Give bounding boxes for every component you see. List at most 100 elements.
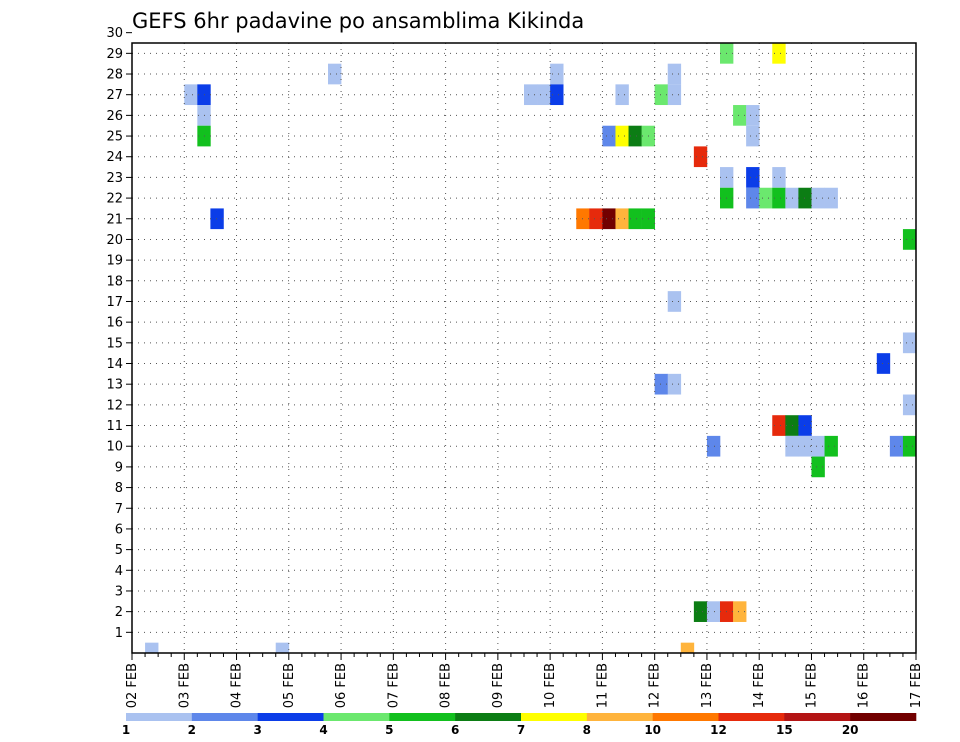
y-tick-label: 18 [106,274,123,289]
x-tick-label: 16 FEB [857,663,872,708]
heatmap-cell [811,456,825,478]
heatmap-cell [824,435,838,457]
legend-label: 6 [451,723,459,737]
heatmap-cell [589,208,603,230]
y-tick-label: 30 [106,26,123,41]
y-tick-label: 5 [115,543,123,558]
heatmap-cell [798,415,812,436]
x-tick-label: 14 FEB [752,663,767,708]
plot-grid [132,43,916,653]
legend-swatch [652,713,719,721]
legend-swatch [586,713,653,721]
heatmap-cell [550,84,564,106]
legend-label: 8 [583,723,591,737]
heatmap-cell [746,187,760,209]
heatmap-cell [667,63,682,85]
heatmap-cell [798,187,812,209]
heatmap-cell [145,642,159,653]
heatmap-cell [772,43,786,64]
x-tick-label: 17 FEB [909,663,924,708]
legend-label: 2 [188,723,196,737]
heatmap-cell [537,84,551,106]
heatmap-cell [746,125,760,147]
y-tick-label: 1 [115,626,123,641]
legend: 1 2 3 4 5 6 7 8 10 12 15 20 [122,713,917,737]
heatmap-cell [615,84,629,106]
heatmap-cell [628,125,642,147]
heatmap-cell [602,208,616,230]
y-tick-label: 16 [106,316,123,331]
x-tick-label: 08 FEB [439,663,454,708]
y-tick-label: 26 [106,109,123,124]
heatmap-cell [746,167,760,188]
legend-swatch [126,713,193,721]
y-tick-label: 29 [106,47,123,62]
legend-swatch [521,713,588,721]
y-tick-label: 4 [115,564,123,579]
x-tick-label: 02 FEB [125,663,140,708]
legend-label: 5 [385,723,393,737]
legend-label: 7 [517,723,525,737]
heatmap-cell [772,167,786,188]
y-axis: 1234567891011121314151617181920212223242… [106,26,132,641]
legend-swatch [784,713,851,721]
y-tick-label: 17 [106,295,123,310]
legend-label: 1 [122,723,130,737]
y-tick-label: 12 [106,398,123,413]
heatmap-cell [889,435,904,457]
y-tick-label: 21 [106,212,123,227]
y-tick-label: 7 [115,502,123,517]
legend-swatch [455,713,522,721]
x-tick-label: 09 FEB [491,663,506,708]
x-tick-label: 15 FEB [804,663,819,708]
heatmap-cell [733,601,747,622]
legend-label: 20 [842,723,859,737]
y-tick-label: 27 [106,88,123,103]
legend-label: 10 [644,723,661,737]
heatmap-cell [902,332,917,354]
heatmap-cell [811,435,825,457]
heatmap-cell [550,63,564,85]
x-tick-label: 10 FEB [543,663,558,708]
legend-swatch [323,713,390,721]
heatmap-cell [706,601,721,622]
heatmap-cell [628,208,642,230]
heatmap-cell [811,187,825,209]
y-tick-label: 24 [106,150,123,165]
x-tick-label: 03 FEB [177,663,192,708]
heatmap-cell [772,415,786,436]
legend-swatch [850,713,917,721]
y-tick-label: 22 [106,192,123,207]
y-tick-label: 20 [106,233,123,248]
x-tick-label: 06 FEB [334,663,349,708]
y-tick-label: 28 [106,68,123,83]
heatmap-cell [902,435,917,457]
heatmap-cell [824,187,838,209]
legend-label: 15 [776,723,793,737]
heatmap-cell [667,373,682,395]
chart-title: GEFS 6hr padavine po ansamblima Kikinda [132,9,584,33]
heatmap-cell [667,291,682,312]
legend-label: 4 [319,723,327,737]
x-tick-label: 04 FEB [230,663,245,708]
heatmap-cell [667,84,682,106]
x-tick-label: 07 FEB [386,663,401,708]
legend-label: 3 [253,723,261,737]
heatmap-cell [693,601,708,622]
x-axis: 02 FEB 03 FEB 04 FEB 05 FEB 06 FEB 07 FEB 08 F… [125,653,924,708]
heatmap-cell [615,125,629,147]
heatmap-cell [328,63,342,85]
heatmap-cell [876,353,891,374]
y-tick-label: 23 [106,171,123,186]
y-tick-label: 14 [106,357,123,372]
heatmap-cell [654,373,669,395]
plot-cells [145,43,917,653]
heatmap-cell [602,125,616,147]
heatmap-cell [759,187,773,209]
legend-swatch [191,713,258,721]
heatmap-cell [615,208,629,230]
heatmap-cell [902,229,917,250]
heatmap-cell [902,394,917,416]
heatmap-cell [654,84,669,106]
